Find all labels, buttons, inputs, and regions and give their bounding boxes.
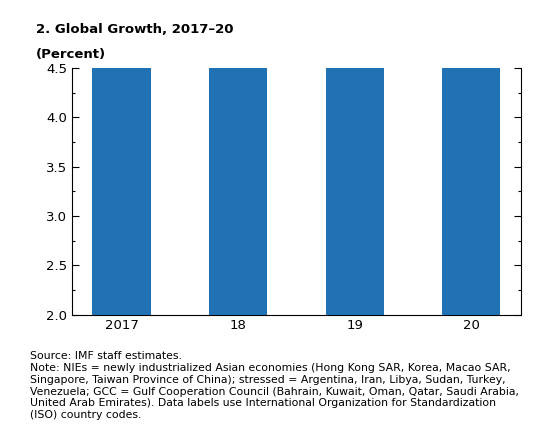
Text: Note: NIEs = newly industrialized Asian economies (Hong Kong SAR, Korea, Macao S: Note: NIEs = newly industrialized Asian …	[30, 363, 520, 420]
Bar	[326, 15, 384, 314]
Text: 2. Global Growth, 2017–20: 2. Global Growth, 2017–20	[36, 23, 234, 36]
Text: (Percent): (Percent)	[36, 48, 106, 61]
Bar	[93, 0, 151, 314]
Text: Source: IMF staff estimates.: Source: IMF staff estimates.	[30, 351, 182, 361]
Bar	[442, 0, 500, 314]
Bar	[209, 0, 267, 314]
